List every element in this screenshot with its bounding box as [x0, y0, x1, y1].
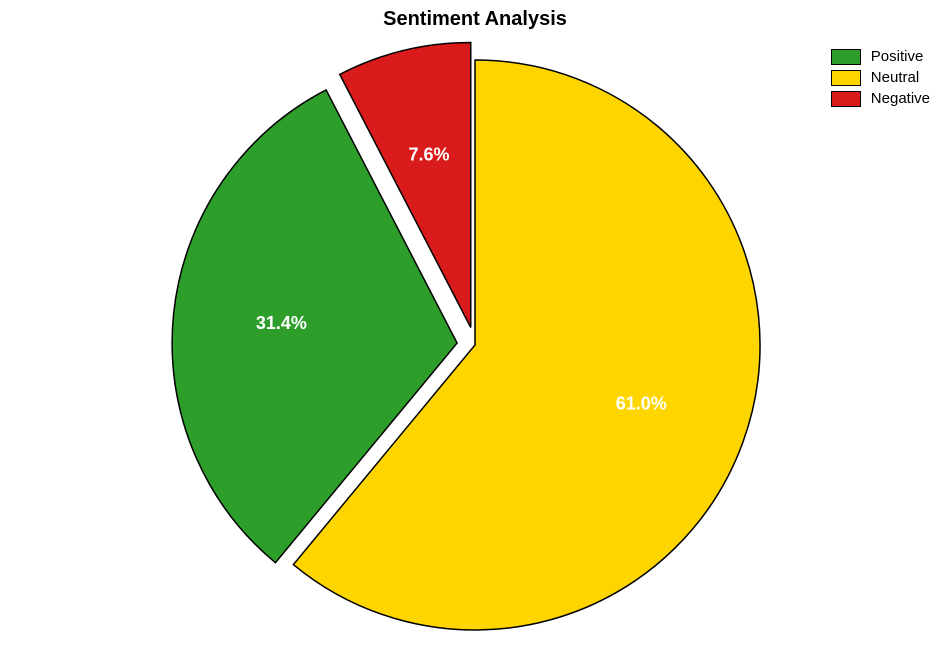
- legend-label-neutral: Neutral: [871, 69, 919, 86]
- slice-label-positive: 31.4%: [256, 313, 307, 333]
- slice-label-neutral: 61.0%: [616, 394, 667, 414]
- pie-chart-container: Sentiment Analysis 61.0%31.4%7.6% Positi…: [0, 0, 950, 662]
- legend-label-negative: Negative: [871, 90, 930, 107]
- pie-svg: 61.0% 31.4% 7.6%: [0, 0, 950, 662]
- slice-label-negative: 7.6%: [408, 145, 449, 165]
- legend-swatch-neutral: [831, 70, 861, 86]
- legend-label-positive: Positive: [871, 48, 924, 65]
- legend-swatch-negative: [831, 91, 861, 107]
- legend-item-positive: Positive: [831, 48, 930, 65]
- legend-item-negative: Negative: [831, 90, 930, 107]
- legend-item-neutral: Neutral: [831, 69, 930, 86]
- legend: Positive Neutral Negative: [831, 48, 930, 111]
- legend-swatch-positive: [831, 49, 861, 65]
